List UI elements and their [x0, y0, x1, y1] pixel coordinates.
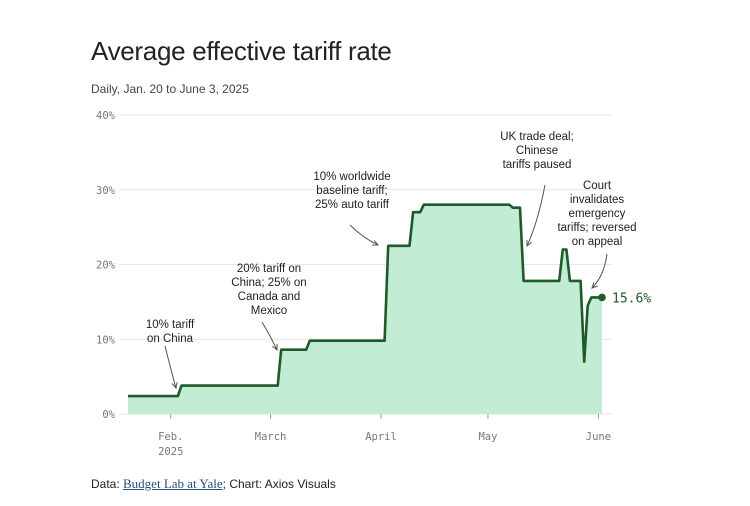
- footer-prefix: Data:: [91, 477, 124, 491]
- annotation-text: tariffs; reversed: [557, 222, 636, 234]
- annotation-text: on China: [147, 333, 194, 345]
- footer-suffix: ; Chart: Axios Visuals: [222, 477, 336, 491]
- annotation-arrow: [164, 345, 177, 389]
- annotation-arrowhead: [526, 239, 532, 248]
- x-tick-label: Feb.: [158, 431, 183, 443]
- x-tick-label: June: [586, 431, 611, 443]
- chart-title: Average effective tariff rate: [91, 36, 392, 66]
- annotation-arrow: [349, 224, 379, 246]
- annotation-text: emergency: [569, 208, 626, 220]
- annotation-text: Chinese: [516, 145, 558, 157]
- x-tick-label: May: [478, 431, 497, 443]
- source-link[interactable]: Budget Lab at Yale: [123, 476, 223, 491]
- chart-footer: Data: Budget Lab at Yale; Chart: Axios V…: [91, 476, 336, 492]
- annotation-arrowhead: [272, 343, 278, 352]
- annotation: 10% tariff on China: [146, 319, 195, 390]
- axis-ticks: 40% 30% 20% 10% 0% Feb. 2025 March April May June: [96, 110, 611, 458]
- y-tick-label: 10%: [96, 334, 116, 346]
- annotation-text: 20% tariff on: [237, 263, 301, 275]
- y-tick-label: 20%: [96, 260, 116, 272]
- annotation-text: invalidates: [570, 194, 625, 206]
- y-tick-label: 40%: [96, 110, 116, 122]
- annotation-text: Canada and: [238, 291, 301, 303]
- annotation: UK trade deal; Chinese tariffs paused: [500, 131, 574, 248]
- annotation-text: on appeal: [572, 236, 623, 248]
- annotation-arrowhead: [171, 382, 178, 390]
- x-tick-label: March: [255, 431, 287, 443]
- area-fill: [128, 204, 602, 414]
- annotation-text: UK trade deal;: [500, 131, 574, 143]
- y-tick-label: 0%: [102, 409, 115, 421]
- annotation-text: 25% auto tariff: [315, 199, 390, 211]
- area-fill-layer: 15.6%: [128, 203, 651, 414]
- annotation-text: 10% tariff: [146, 319, 195, 331]
- annotation-arrowhead: [591, 282, 598, 289]
- end-point-marker: [598, 293, 606, 302]
- annotation-text: 10% worldwide: [313, 171, 390, 183]
- annotation-arrow: [526, 184, 546, 247]
- annotation-text: tariffs paused: [503, 159, 572, 171]
- annotation-text: Mexico: [251, 305, 287, 317]
- annotation: Court invalidates emergency tariffs; revers…: [557, 180, 637, 289]
- series-line: [128, 203, 602, 398]
- x-tick-sublabel: 2025: [158, 446, 183, 458]
- y-tick-label: 30%: [96, 185, 116, 197]
- annotation-arrow: [261, 321, 278, 351]
- annotations: 10% tariff on China 20% tariff on China; 25…: [146, 131, 637, 390]
- x-tick-label: April: [365, 431, 397, 443]
- annotation-arrow: [591, 253, 608, 289]
- chart-subtitle: Daily, Jan. 20 to June 3, 2025: [91, 82, 249, 96]
- annotation-arrowhead: [371, 240, 380, 246]
- end-value-label: 15.6%: [612, 291, 651, 306]
- annotation-text: China; 25% on: [231, 277, 306, 289]
- annotation-text: Court: [583, 180, 612, 192]
- annotation: 20% tariff on China; 25% on Canada and Mexi…: [231, 263, 307, 352]
- annotation: 10% worldwide baseline tariff; 25% auto ta…: [313, 171, 391, 246]
- annotation-text: baseline tariff;: [316, 185, 387, 197]
